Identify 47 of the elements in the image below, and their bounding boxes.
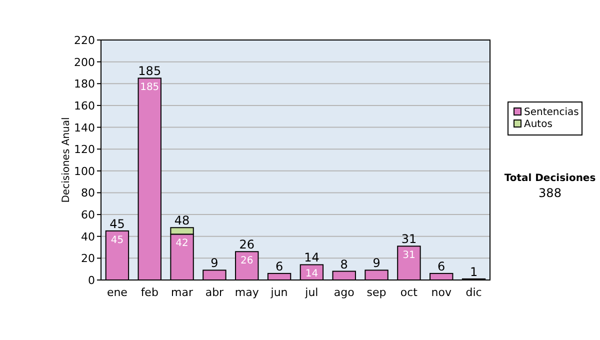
- x-tick-label: mar: [171, 286, 194, 299]
- x-tick-label: ene: [106, 286, 128, 299]
- total-label: 45: [110, 216, 125, 231]
- x-tick-label: feb: [140, 286, 158, 299]
- data-label: 45: [110, 234, 124, 246]
- x-tick-label: sep: [366, 286, 386, 299]
- y-axis-title: Decisiones Anual: [61, 117, 72, 203]
- x-tick-label: jul: [304, 286, 318, 299]
- legend-label: Autos: [524, 119, 552, 130]
- y-tick-label: 200: [74, 56, 95, 69]
- legend-label: Sentencias: [524, 107, 579, 118]
- y-tick-label: 120: [74, 143, 95, 156]
- total-label: 1: [470, 264, 478, 279]
- total-label: 6: [438, 259, 446, 274]
- data-label: 42: [176, 238, 188, 250]
- x-tick-label: nov: [431, 286, 452, 299]
- total-label: 9: [210, 256, 218, 270]
- text: 388: [538, 186, 562, 200]
- y-tick-label: 60: [81, 208, 95, 222]
- x-tick-label: may: [234, 286, 260, 299]
- data-label: 31: [402, 250, 416, 262]
- x-tick-label: abr: [205, 286, 224, 299]
- total-label: 8: [340, 257, 348, 272]
- y-tick-label: 80: [81, 186, 95, 200]
- y-tick-label: 140: [74, 121, 95, 134]
- y-tick-label: 100: [74, 164, 95, 178]
- y-tick-label: 20: [81, 252, 95, 266]
- y-tick-label: 40: [81, 230, 95, 244]
- data-label: 185: [140, 82, 160, 94]
- total-label: 26: [239, 238, 255, 252]
- data-label: 14: [305, 268, 318, 280]
- text: Total Decisiones: [504, 173, 596, 184]
- total-label: 14: [304, 250, 320, 265]
- total-label: 6: [275, 259, 284, 274]
- x-tick-label: oct: [400, 286, 418, 299]
- total-label: 9: [372, 256, 380, 270]
- x-tick-label: ago: [334, 286, 355, 299]
- y-tick-label: 160: [74, 99, 95, 112]
- data-label: 26: [240, 256, 254, 267]
- total-label: 185: [138, 64, 162, 78]
- x-tick-label: dic: [466, 286, 482, 299]
- y-tick-label: 220: [74, 34, 95, 47]
- total-label: 48: [174, 214, 190, 228]
- total-label: 31: [401, 232, 417, 246]
- x-tick-label: jun: [270, 286, 288, 299]
- y-tick-label: 0: [88, 274, 95, 287]
- y-tick-label: 180: [74, 78, 95, 91]
